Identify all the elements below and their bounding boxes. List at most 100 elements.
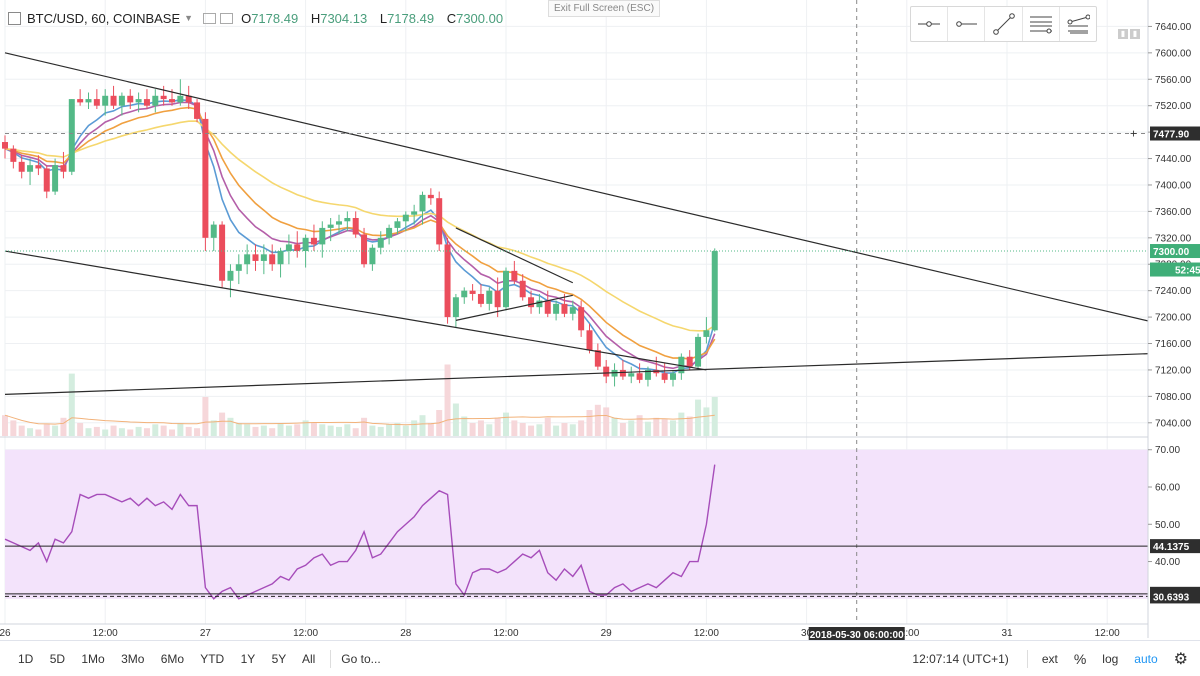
volume-bar — [703, 407, 710, 436]
range-1y[interactable]: 1Y — [240, 651, 256, 666]
candle-body — [586, 330, 593, 351]
candle-body — [352, 218, 359, 235]
percent-scale-toggle[interactable]: % — [1073, 650, 1087, 667]
rsi-level-tag-label: 30.6393 — [1153, 592, 1190, 603]
volume-bar — [177, 423, 184, 436]
volume-bar — [77, 423, 84, 436]
time-tick-label: 12:00 — [93, 628, 118, 639]
volume-bar — [135, 426, 142, 436]
candle-body — [536, 300, 543, 308]
goto-button[interactable]: Go to... — [341, 651, 381, 666]
ray-icon[interactable] — [948, 7, 986, 41]
volume-bar — [486, 424, 493, 436]
volume-bar — [561, 423, 568, 436]
price-tick-label: 7040.00 — [1155, 418, 1192, 429]
range-buttons: 1D 5D 1Mo 3Mo 6Mo YTD 1Y 5Y All — [18, 652, 328, 666]
trend-line — [455, 294, 573, 321]
range-1mo[interactable]: 1Mo — [81, 651, 105, 666]
candle-body — [703, 330, 710, 337]
ext-hours-toggle[interactable]: ext — [1041, 651, 1058, 666]
candle-body — [160, 95, 167, 100]
range-1d[interactable]: 1D — [18, 651, 34, 666]
horizontal-ray-icon[interactable] — [911, 7, 949, 41]
checkbox-icon[interactable] — [8, 11, 21, 25]
price-tag-box — [1150, 244, 1200, 259]
volume-bar — [711, 397, 718, 436]
candle-body — [18, 161, 25, 172]
bottom-toolbar: 1D 5D 1Mo 3Mo 6Mo YTD 1Y 5Y All Go to...… — [0, 640, 1200, 676]
parallel-channel-icon[interactable] — [1023, 7, 1060, 41]
gear-icon[interactable]: ⚙ — [1173, 650, 1188, 668]
volume-bar — [695, 399, 702, 436]
volume-bar — [302, 420, 309, 436]
candle-body — [377, 237, 384, 248]
range-all[interactable]: All — [301, 651, 316, 666]
volume-bar — [519, 423, 526, 436]
candle-body — [486, 290, 493, 304]
toolbar-divider — [1026, 649, 1028, 668]
price-tick-label: 7560.00 — [1155, 75, 1192, 86]
time-tick-label: 26 — [0, 628, 11, 639]
time-tick-label: 12:00 — [493, 628, 518, 639]
volume-bar — [636, 415, 643, 436]
volume-bar — [18, 425, 25, 436]
range-3mo[interactable]: 3Mo — [121, 651, 145, 666]
auto-scale-toggle[interactable]: auto — [1134, 651, 1158, 666]
volume-bar — [553, 425, 560, 436]
candle-body — [561, 303, 568, 314]
close-value: 7300.00 — [456, 10, 504, 26]
range-5d[interactable]: 5D — [49, 651, 66, 666]
candle-body — [469, 290, 476, 294]
candle-body — [277, 251, 284, 265]
crosshair-time-label: 2018-05-30 06:00:00 — [810, 630, 904, 640]
ema-mid-line — [4, 101, 716, 370]
range-ytd[interactable]: YTD — [200, 651, 225, 666]
range-5y[interactable]: 5Y — [271, 651, 287, 666]
volume-bar — [369, 425, 376, 436]
toolbar-divider — [330, 649, 332, 668]
trend-line — [4, 250, 707, 371]
candle-body — [169, 99, 175, 103]
volume-bar — [477, 420, 484, 436]
candle-body — [477, 293, 484, 304]
rsi-tick-label: 40.00 — [1155, 557, 1180, 568]
exit-fullscreen-hint[interactable]: Exit Full Screen (ESC) — [548, 0, 661, 17]
volume-bar — [461, 416, 468, 436]
log-scale-toggle[interactable]: log — [1102, 651, 1119, 666]
fib-retracement-icon[interactable] — [1060, 7, 1096, 41]
time-tick-label: 30 — [801, 628, 813, 639]
candle-body — [2, 142, 8, 149]
chart-canvas[interactable]: +7040.00 7080.00 7120.00 7160.00 7200.00 7240… — [0, 0, 1200, 640]
auto-scale-icon[interactable]: ▮ — [1130, 29, 1140, 39]
candle-body — [294, 244, 301, 252]
chevron-down-icon[interactable]: ▼ — [184, 13, 194, 23]
volume-bar — [611, 417, 618, 436]
time-tick-label: 29 — [601, 628, 613, 639]
settings-icon[interactable] — [203, 12, 217, 24]
price-tag-box — [1150, 262, 1200, 277]
time-tick-label: 12:00 — [293, 628, 318, 639]
visibility-icon[interactable] — [220, 12, 234, 24]
volume-bar — [219, 412, 226, 436]
lock-icon[interactable]: ▮ — [1118, 29, 1128, 39]
candle-body — [27, 165, 34, 172]
candle-body — [503, 270, 509, 308]
volume-bar — [586, 410, 593, 436]
volume-bar — [377, 426, 384, 436]
volume-bar — [578, 420, 585, 436]
range-6mo[interactable]: 6Mo — [160, 651, 185, 666]
trend-line-icon[interactable] — [985, 7, 1023, 41]
volume-bar — [661, 419, 668, 436]
candle-body — [227, 270, 234, 281]
rsi-level-tag — [1150, 539, 1200, 554]
trend-line — [4, 52, 1175, 328]
volume-bar — [285, 425, 292, 436]
clock-readout[interactable]: 12:07:14 (UTC+1) — [912, 651, 1009, 666]
time-tick-label: 27 — [200, 628, 212, 639]
candle-body — [402, 214, 409, 222]
volume-bar — [202, 397, 209, 436]
symbol-title[interactable]: BTC/USD, 60, COINBASE — [27, 10, 181, 26]
volume-bar — [494, 417, 501, 436]
volume-bar — [2, 415, 8, 436]
candle-body — [310, 237, 317, 245]
